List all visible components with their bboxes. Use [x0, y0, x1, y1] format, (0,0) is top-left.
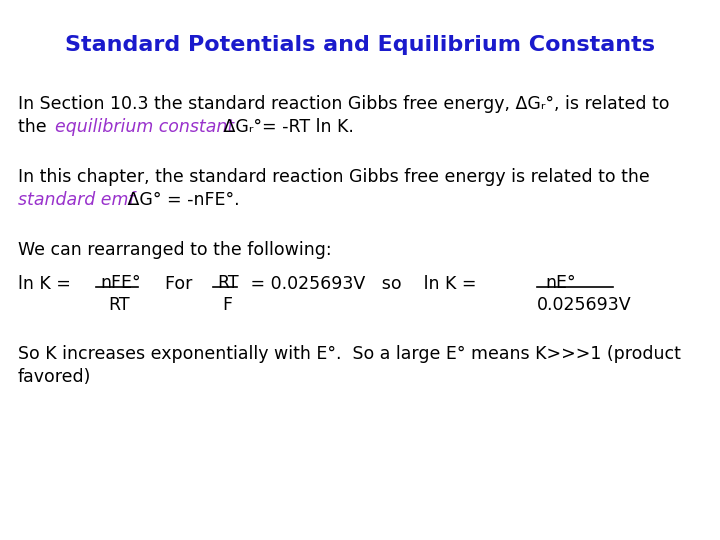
- Text: the: the: [18, 118, 52, 136]
- Text: Standard Potentials and Equilibrium Constants: Standard Potentials and Equilibrium Cons…: [65, 35, 655, 55]
- Text: ln K =: ln K =: [18, 275, 76, 293]
- Text: So K increases exponentially with E°.  So a large E° means K>>>1 (product: So K increases exponentially with E°. So…: [18, 345, 681, 363]
- Text: favored): favored): [18, 368, 91, 386]
- Text: We can rearranged to the following:: We can rearranged to the following:: [18, 241, 332, 259]
- Text: 0.025693V: 0.025693V: [537, 296, 631, 314]
- Text: ΔGᵣ°= -RT ln K.: ΔGᵣ°= -RT ln K.: [218, 118, 354, 136]
- Text: nFE°: nFE°: [100, 274, 140, 292]
- Text: In this chapter, the standard reaction Gibbs free energy is related to the: In this chapter, the standard reaction G…: [18, 168, 649, 186]
- Text: ΔG° = -nFE°.: ΔG° = -nFE°.: [122, 191, 240, 209]
- Text: F: F: [222, 296, 232, 314]
- Text: = 0.025693V   so    ln K =: = 0.025693V so ln K =: [245, 275, 482, 293]
- Text: In Section 10.3 the standard reaction Gibbs free energy, ΔGᵣ°, is related to: In Section 10.3 the standard reaction Gi…: [18, 95, 670, 113]
- Text: RT: RT: [108, 296, 130, 314]
- Text: equilibrium constant: equilibrium constant: [55, 118, 234, 136]
- Text: standard emf: standard emf: [18, 191, 135, 209]
- Text: For: For: [165, 275, 198, 293]
- Text: RT: RT: [217, 274, 238, 292]
- Text: nE°: nE°: [545, 274, 575, 292]
